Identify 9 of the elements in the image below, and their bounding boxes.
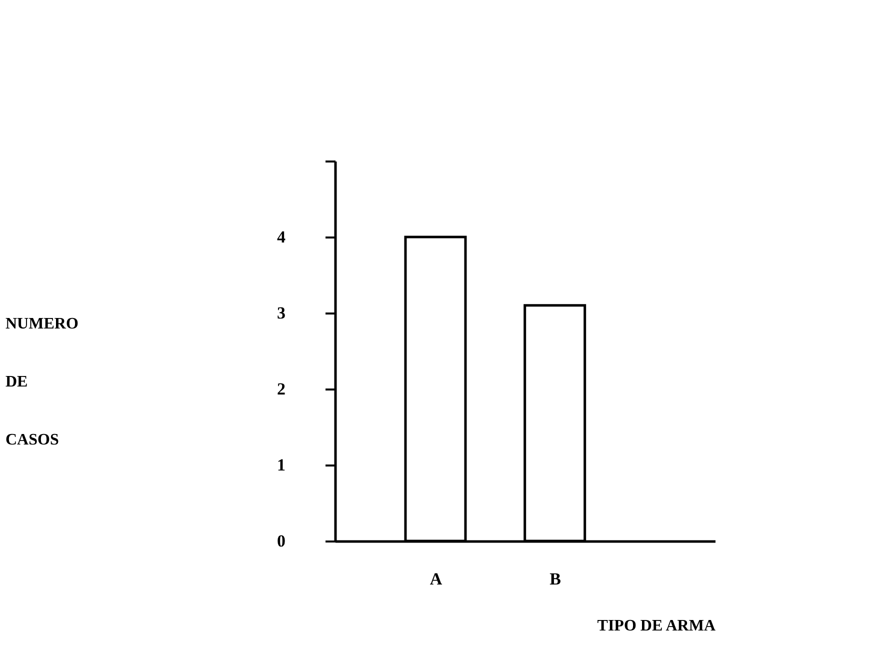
y-tick-label: 4 <box>277 228 286 246</box>
y-tick-label: 1 <box>277 456 286 474</box>
x-tick-label: A <box>430 570 443 588</box>
x-axis-title: TIPO DE ARMA <box>597 618 716 634</box>
y-tick-label: 0 <box>277 532 286 550</box>
y-tick-label: 2 <box>277 380 286 398</box>
y-tick-label: 3 <box>277 304 286 322</box>
text: NUMERO DE CASOS <box>6 316 78 448</box>
x-tick-label: B <box>550 570 562 588</box>
